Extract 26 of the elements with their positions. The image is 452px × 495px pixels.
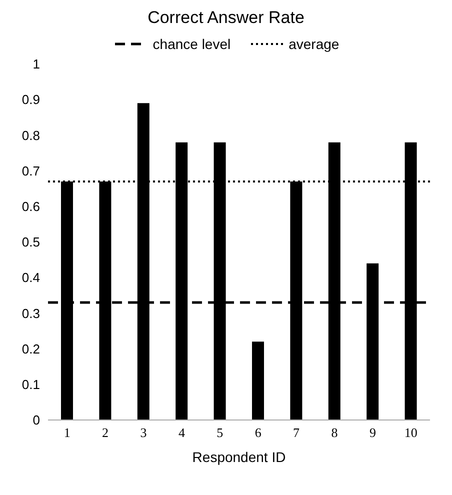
- x-tick-label: 3: [140, 425, 147, 440]
- y-tick-label: 0.4: [22, 270, 40, 286]
- chart-title: Correct Answer Rate: [146, 8, 306, 28]
- x-tick-label: 2: [102, 425, 109, 440]
- y-tick-label: 1: [32, 56, 40, 72]
- x-axis-title: Respondent ID: [192, 449, 286, 465]
- y-tick-label: 0.3: [22, 306, 40, 321]
- x-tick-label: 5: [216, 425, 224, 440]
- bar: [252, 342, 264, 420]
- legend-label: average: [288, 36, 340, 52]
- x-tick-label: 7: [293, 425, 300, 440]
- x-tick-label: 8: [331, 425, 338, 440]
- y-tick-label: 0: [32, 412, 40, 428]
- y-tick-label: 0.1: [22, 377, 40, 392]
- x-tick-label: 6: [254, 425, 262, 440]
- y-tick-label: 0.5: [22, 234, 40, 250]
- y-tick-label: 0.8: [22, 128, 40, 143]
- x-tick-label: 1: [64, 425, 70, 440]
- y-tick-label: 0.7: [22, 163, 40, 178]
- x-tick-label: 4: [178, 425, 186, 440]
- y-tick-label: 0.9: [22, 92, 40, 108]
- x-tick-label: 9: [369, 425, 376, 440]
- y-tick-label: 0.2: [22, 341, 40, 356]
- legend-label: chance level: [152, 36, 231, 52]
- x-tick-label: 10: [404, 425, 418, 440]
- y-tick-label: 0.6: [22, 199, 40, 214]
